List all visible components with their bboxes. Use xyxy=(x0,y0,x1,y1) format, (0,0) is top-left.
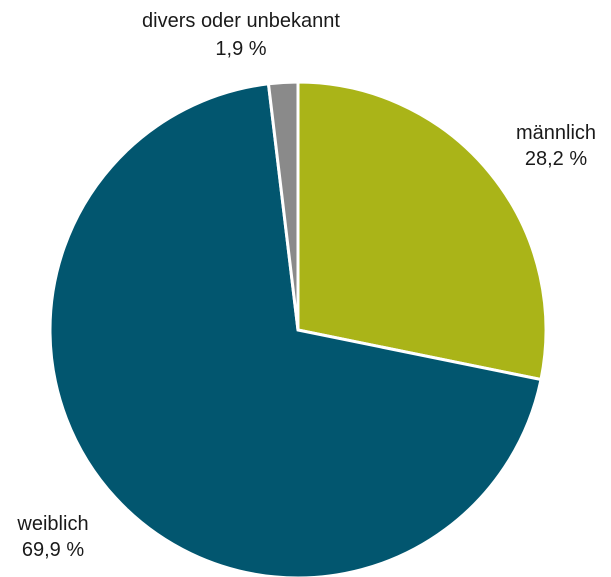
label-divers: divers oder unbekannt 1,9 % xyxy=(142,10,340,60)
label-maennlich-value: 28,2 % xyxy=(525,148,587,170)
label-maennlich: männlich 28,2 % xyxy=(516,122,596,170)
label-divers-value: 1,9 % xyxy=(215,38,266,60)
pie-slices xyxy=(48,80,548,577)
label-weiblich-value: 69,9 % xyxy=(22,539,84,561)
pie-slice-maennlich xyxy=(296,80,548,382)
pie-slice-weiblich xyxy=(48,82,543,577)
label-weiblich-name: weiblich xyxy=(16,513,88,535)
pie-slice-divers xyxy=(266,80,300,331)
label-weiblich: weiblich 69,9 % xyxy=(16,513,88,561)
label-divers-name: divers oder unbekannt xyxy=(142,10,340,32)
label-maennlich-name: männlich xyxy=(516,122,596,144)
